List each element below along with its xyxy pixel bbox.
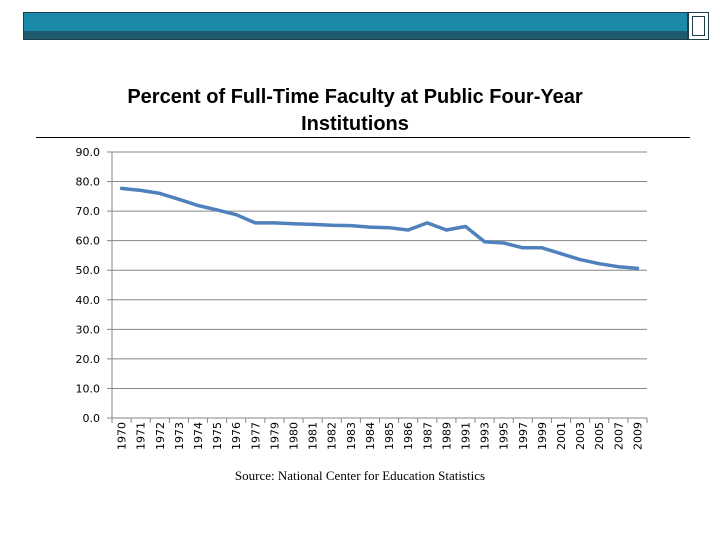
x-tick-label: 1993 <box>479 422 492 450</box>
data-point <box>196 203 200 208</box>
x-tick-label: 2007 <box>612 422 625 450</box>
slide-header-bar <box>23 12 688 40</box>
chart-title: Percent of Full-Time Faculty at Public F… <box>127 86 583 135</box>
x-tick-label: 1989 <box>440 422 453 450</box>
y-tick-label: 60.0 <box>76 235 101 248</box>
data-point <box>482 240 487 244</box>
x-tick-label: 1985 <box>383 422 396 450</box>
data-point <box>521 246 525 250</box>
y-tick-label: 50.0 <box>76 264 101 277</box>
series-line <box>119 186 640 271</box>
header-bar-fill <box>24 13 687 31</box>
x-tick-label: 1981 <box>307 422 320 450</box>
data-point <box>425 221 429 225</box>
x-tick-label: 1972 <box>154 422 167 450</box>
y-tick-label: 0.0 <box>83 412 101 425</box>
x-tick-label: 1979 <box>268 422 281 450</box>
x-tick-label: 2001 <box>555 422 568 450</box>
data-point <box>559 252 563 256</box>
x-tick-label: 2003 <box>574 422 587 450</box>
data-point <box>291 222 296 226</box>
data-point <box>406 228 410 232</box>
data-point <box>463 224 468 229</box>
data-point <box>253 221 257 225</box>
y-tick-label: 80.0 <box>76 176 101 189</box>
x-tick-label: 1982 <box>326 422 339 450</box>
header-corner-box <box>688 12 709 40</box>
y-tick-label: 30.0 <box>76 323 101 336</box>
x-tick-label: 1974 <box>192 422 205 450</box>
y-tick-label: 70.0 <box>76 205 101 218</box>
x-tick-label: 1991 <box>459 422 472 450</box>
data-point <box>311 222 315 227</box>
data-point <box>215 208 219 212</box>
data-point <box>578 257 582 262</box>
x-tick-label: 1995 <box>498 422 511 450</box>
header-corner-inner <box>692 16 705 36</box>
data-point <box>349 223 353 228</box>
title-divider <box>36 137 690 138</box>
x-tick-label: 1973 <box>173 422 186 450</box>
data-point <box>119 186 124 190</box>
data-point <box>444 228 448 232</box>
x-tick-label: 1975 <box>211 422 224 450</box>
data-point <box>272 221 277 225</box>
x-tick-label: 1970 <box>116 422 129 450</box>
data-point <box>635 266 640 271</box>
x-tick-label: 1971 <box>135 422 148 450</box>
source-note: Source: National Center for Education St… <box>234 468 486 483</box>
data-point <box>158 191 162 195</box>
header-bar-strip <box>24 31 687 39</box>
x-tick-label: 2009 <box>631 422 644 450</box>
x-tick-label: 1987 <box>421 422 434 450</box>
x-tick-label: 1976 <box>230 422 243 450</box>
data-point <box>540 246 544 250</box>
data-point <box>330 223 334 227</box>
x-tick-label: 1986 <box>402 422 415 450</box>
x-tick-label: 2005 <box>593 422 606 450</box>
data-point <box>139 188 143 193</box>
x-tick-label: 1984 <box>364 422 377 450</box>
y-tick-label: 90.0 <box>76 146 101 159</box>
x-tick-label: 1997 <box>517 422 530 450</box>
data-point <box>387 226 391 230</box>
data-point <box>234 213 238 217</box>
x-tick-label: 1999 <box>536 422 549 450</box>
data-point <box>368 225 372 229</box>
x-tick-label: 1980 <box>288 422 301 450</box>
data-point <box>597 262 601 266</box>
y-tick-label: 20.0 <box>76 353 101 366</box>
y-tick-label: 10.0 <box>76 382 101 395</box>
data-point <box>177 197 181 201</box>
x-tick-label: 1983 <box>345 422 358 450</box>
x-tick-label: 1977 <box>249 422 262 450</box>
data-point <box>502 241 506 245</box>
y-tick-label: 40.0 <box>76 294 101 307</box>
data-point <box>616 265 620 269</box>
